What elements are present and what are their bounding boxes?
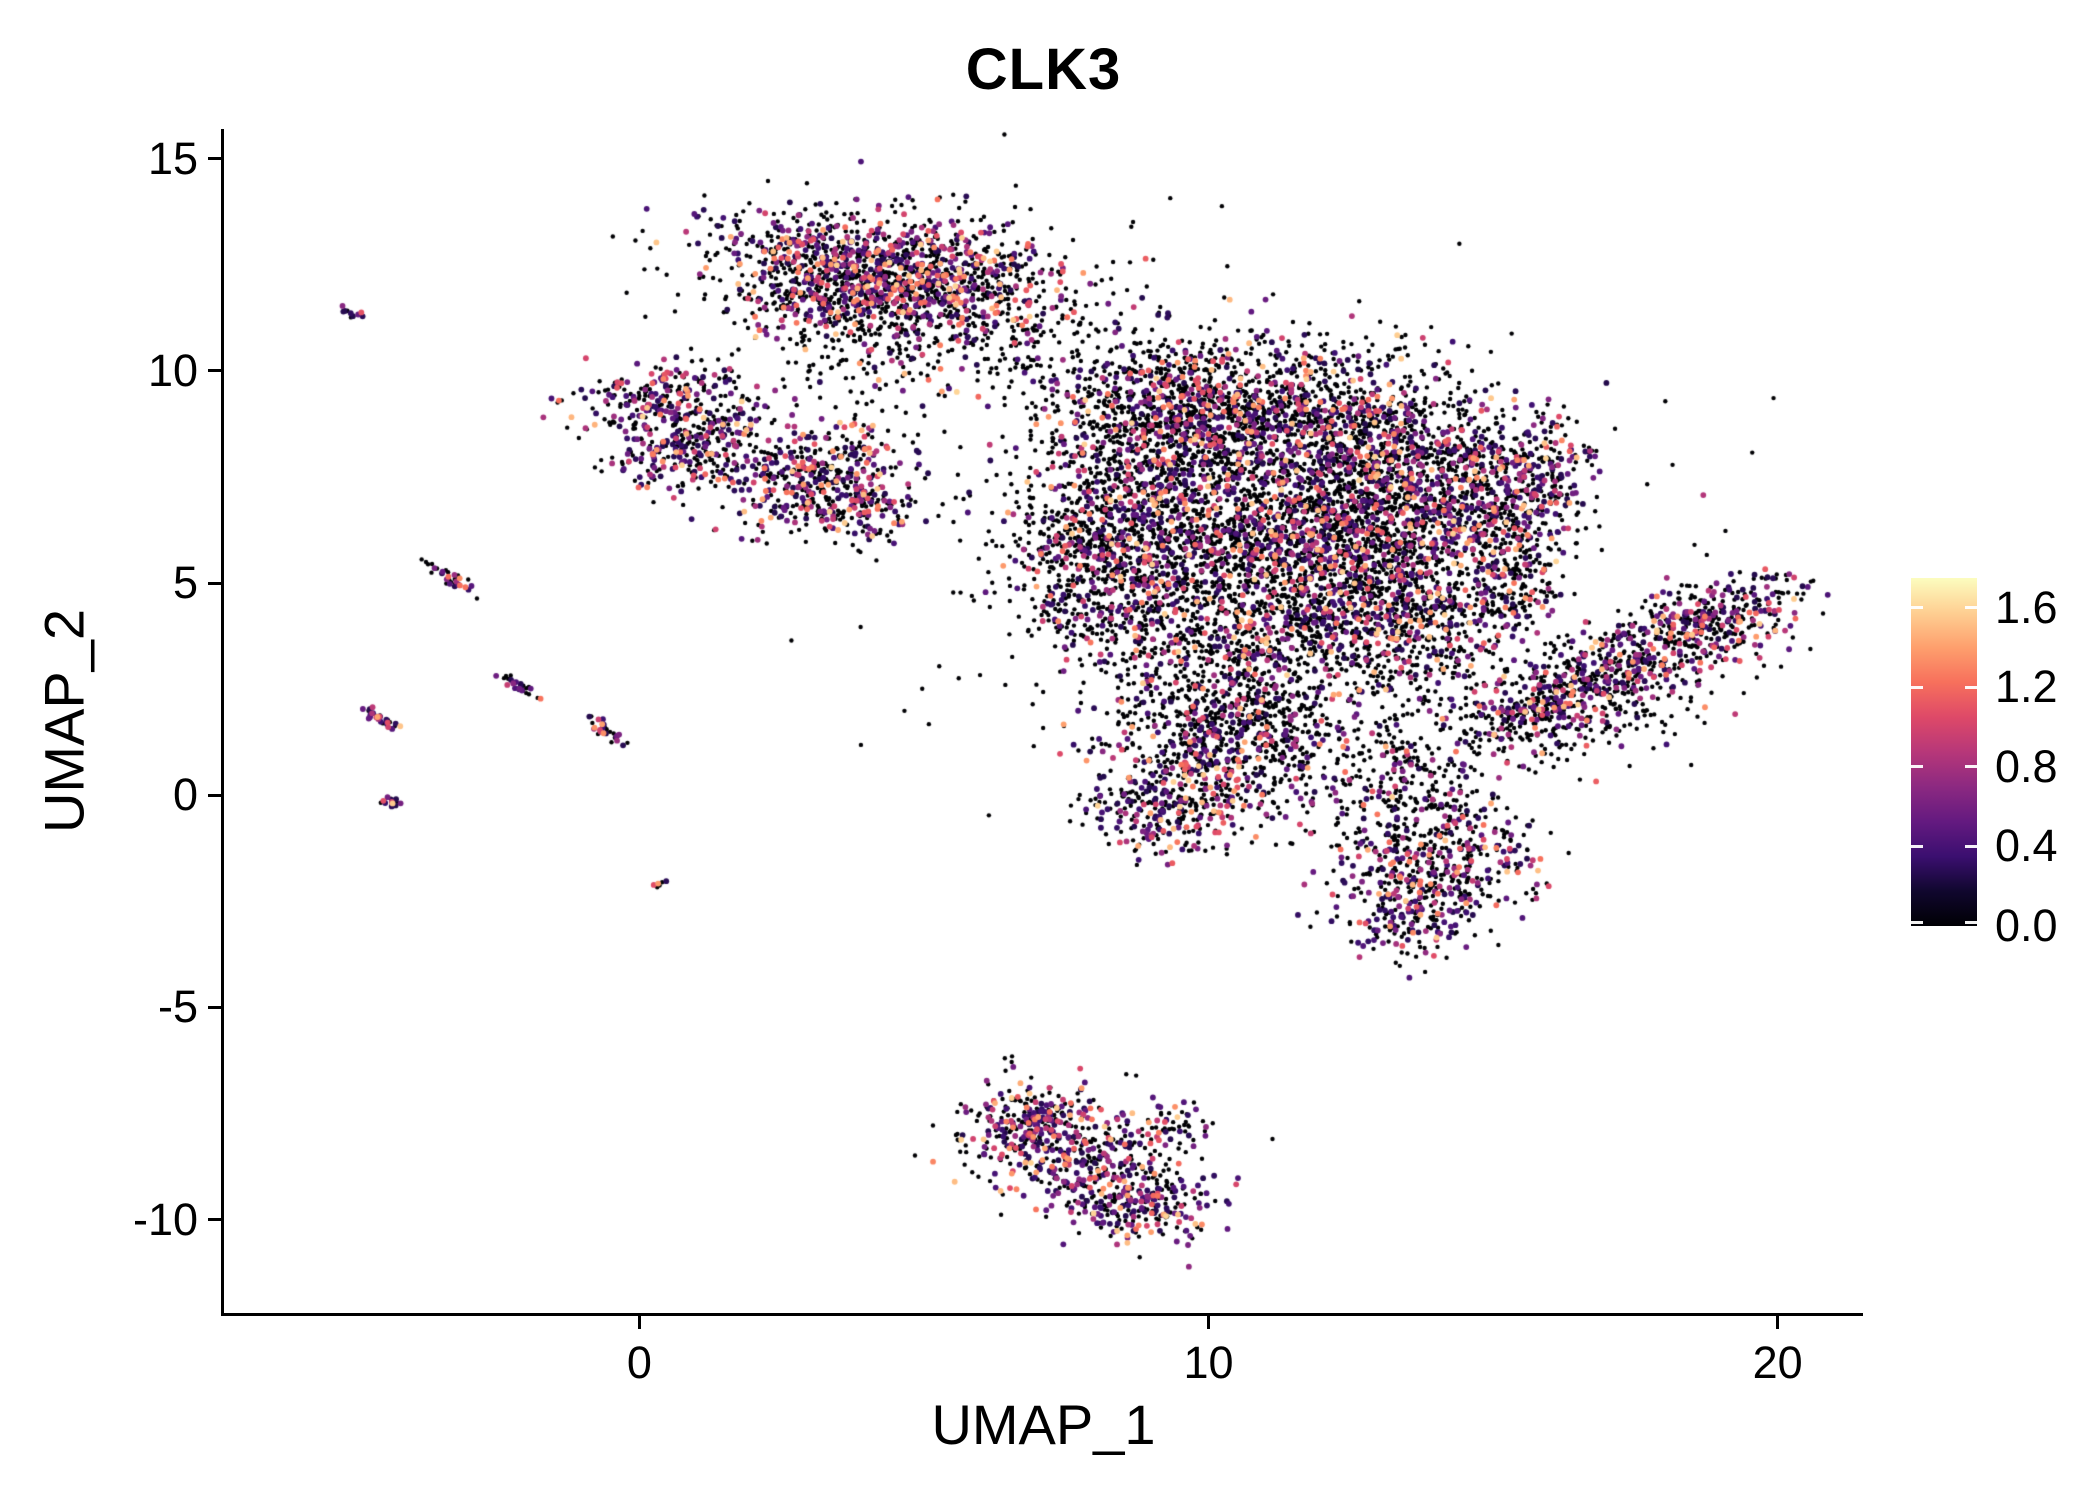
- y-axis-tick-label: -5: [157, 981, 198, 1033]
- x-axis-tick-label: 10: [1183, 1337, 1234, 1388]
- colorbar-tick: [1911, 844, 1923, 848]
- y-axis-tick: [208, 369, 224, 373]
- y-axis-tick: [208, 793, 224, 797]
- scatter-canvas: [224, 129, 1863, 1313]
- y-axis-tick: [208, 157, 224, 161]
- colorbar-tick: [1965, 765, 1977, 769]
- plot-area: [221, 129, 1863, 1316]
- colorbar-tick: [1911, 685, 1923, 689]
- colorbar-tick: [1965, 844, 1977, 848]
- colorbar-tick: [1965, 606, 1977, 610]
- x-axis-tick-label: 0: [626, 1337, 652, 1388]
- colorbar-tick: [1911, 765, 1923, 769]
- x-axis-tick-label: 20: [1752, 1337, 1803, 1388]
- colorbar-tick-label: 0.8: [1995, 740, 2058, 792]
- colorbar-tick: [1965, 920, 1977, 924]
- y-axis-tick: [208, 581, 224, 585]
- colorbar-tick-label: 0.0: [1995, 900, 2058, 951]
- y-axis-tick-label: 0: [172, 769, 198, 821]
- y-axis-tick-label: 10: [147, 344, 198, 396]
- colorbar-tick: [1965, 685, 1977, 689]
- x-axis-title: UMAP_1: [931, 1393, 1156, 1456]
- y-axis-tick-label: 15: [147, 132, 198, 184]
- y-axis-tick: [208, 1005, 224, 1009]
- colorbar-tick-label: 0.4: [1995, 820, 2058, 872]
- colorbar-tick-label: 1.6: [1995, 581, 2058, 633]
- y-axis-tick-label: -10: [132, 1193, 198, 1245]
- y-axis-tick-label: 5: [172, 557, 198, 609]
- y-axis-tick: [208, 1218, 224, 1222]
- x-axis-tick: [637, 1313, 641, 1329]
- colorbar-tick: [1911, 920, 1923, 924]
- x-axis-tick: [1207, 1313, 1211, 1329]
- colorbar-tick-label: 1.2: [1995, 661, 2058, 713]
- x-axis-tick: [1776, 1313, 1780, 1329]
- plot-title: CLK3: [965, 37, 1122, 102]
- colorbar-legend: [1911, 578, 1977, 926]
- colorbar-tick: [1911, 606, 1923, 610]
